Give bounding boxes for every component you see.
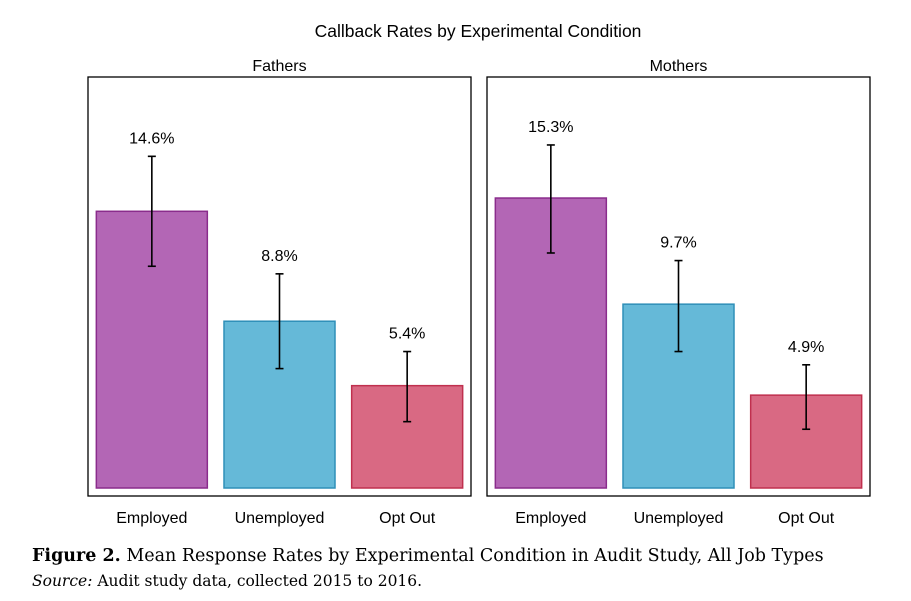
figure-source-text: Audit study data, collected 2015 to 2016…	[92, 572, 423, 590]
data-label: 8.8%	[261, 248, 297, 265]
panel-frame	[87, 76, 472, 497]
chart-panels: Fathers 14.6% Employed 8.8% Unemployed 5.4% Op…	[87, 58, 871, 527]
x-tick-label: Unemployed	[634, 510, 724, 527]
x-tick-label: Unemployed	[235, 510, 325, 527]
data-label: 5.4%	[389, 326, 425, 343]
x-tick-label: Employed	[515, 510, 586, 527]
x-tick-label: Opt Out	[379, 510, 436, 527]
figure-caption-label: Figure 2.	[32, 546, 121, 566]
panel-frame	[486, 76, 871, 497]
chart-title: Callback Rates by Experimental Condition	[315, 21, 642, 41]
figure-caption: Figure 2. Mean Response Rates by Experim…	[32, 546, 907, 566]
panel-mothers: Mothers 15.3% Employed 9.7% Unemployed 4.9% Op…	[486, 58, 871, 527]
bar-employed	[494, 197, 608, 489]
panel-fathers: Fathers 14.6% Employed 8.8% Unemployed 5.4% Op…	[87, 58, 472, 527]
x-tick-label: Employed	[116, 510, 187, 527]
figure-source-label: Source:	[32, 572, 93, 590]
panel-title: Fathers	[252, 58, 306, 75]
figure-source: Source: Audit study data, collected 2015…	[32, 572, 907, 590]
panel-title: Mothers	[650, 58, 708, 75]
figure-caption-text: Mean Response Rates by Experimental Cond…	[120, 546, 824, 566]
bar-opt-out	[350, 384, 464, 489]
x-tick-label: Opt Out	[778, 510, 835, 527]
data-label: 15.3%	[528, 119, 573, 136]
data-label: 14.6%	[129, 130, 174, 147]
data-label: 9.7%	[660, 235, 696, 252]
data-label: 4.9%	[788, 339, 824, 356]
